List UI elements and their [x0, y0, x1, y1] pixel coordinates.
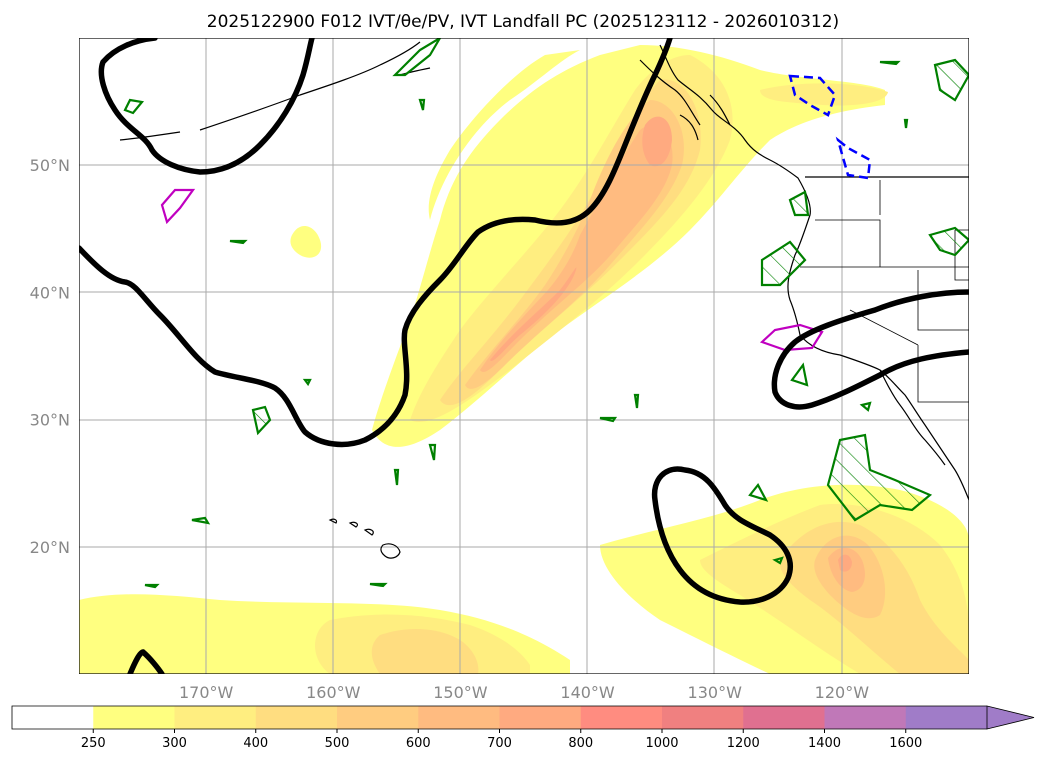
colorbar-segment — [499, 706, 582, 729]
pv-contour-socal — [790, 362, 809, 387]
pv-contour-small-7 — [369, 582, 388, 588]
pv-contour-bc — [933, 58, 969, 102]
colorbar-tick-label: 800 — [568, 736, 593, 751]
colorbar-segment — [662, 706, 744, 729]
pv-contour-small-12 — [879, 60, 901, 66]
pv-contour-central — [251, 405, 272, 436]
colorbar-tick-label: 600 — [406, 736, 431, 751]
lon-tick-label: 130°W — [688, 683, 743, 702]
thick-contour-south — [127, 649, 165, 674]
pv-contour-small-2 — [428, 443, 437, 461]
hawaii-big-island — [380, 543, 401, 559]
pv-contour-small-10 — [772, 556, 784, 565]
colorbar-tick-label: 400 — [243, 736, 268, 751]
blue-contour-canada-north — [788, 74, 837, 117]
thick-contour-main-trough — [79, 38, 673, 448]
pv-contour-small-6 — [229, 239, 248, 245]
pv-contour-small-5 — [633, 393, 640, 409]
magenta-contour-west — [160, 188, 196, 225]
lon-tick-label: 120°W — [815, 683, 870, 702]
lon-tick-label: 160°W — [306, 683, 361, 702]
longitude-labels: 170°W 160°W 150°W 140°W 130°W 120°W — [179, 683, 869, 702]
colorbar-tick-label: 1400 — [808, 736, 841, 751]
hawaii-islands — [328, 518, 374, 536]
thick-contour-california — [771, 289, 969, 410]
figure-title: 2025122900 F012 IVT/θe/PV, IVT Landfall … — [207, 12, 839, 32]
colorbar-tick-label: 250 — [81, 736, 106, 751]
colorbar-tick-label: 700 — [487, 736, 512, 751]
ivt-600 — [480, 124, 673, 372]
lon-tick-label: 170°W — [179, 683, 234, 702]
colorbar-segment — [174, 706, 257, 729]
colorbar-segment — [743, 706, 825, 729]
pv-contours — [123, 38, 969, 589]
colorbar-segment — [337, 706, 419, 729]
lon-tick-label: 150°W — [433, 683, 488, 702]
colorbar-tick-label: 300 — [162, 736, 187, 751]
pv-contour-small-3 — [393, 468, 400, 486]
lon-tick-label: 140°W — [560, 683, 615, 702]
lat-tick-label: 20°N — [30, 538, 70, 557]
map-area — [79, 38, 969, 674]
colorbar-segment — [12, 706, 94, 729]
ivt-400-south-band — [371, 628, 479, 674]
colorbar-segment — [418, 706, 500, 729]
colorbar-tick-label: 1200 — [727, 736, 760, 751]
pv-contour-small-14 — [903, 118, 909, 129]
pv-contour-small-13 — [859, 401, 872, 412]
theta-e-contours — [79, 38, 969, 674]
lat-tick-label: 50°N — [30, 156, 70, 175]
pv-contour-small-8 — [144, 583, 160, 589]
colorbar-extend-arrow — [986, 705, 1035, 730]
pv-contour-washington — [788, 190, 810, 217]
colorbar-segment — [905, 706, 988, 729]
pv-contour-small-11 — [418, 98, 426, 111]
baja-california — [879, 369, 946, 466]
lat-tick-label: 40°N — [30, 283, 70, 302]
colorbar-tick-label: 1000 — [645, 736, 678, 751]
colorbar-segment — [580, 706, 663, 729]
pv-contour-idaho — [928, 226, 969, 257]
pv-contour-nw — [123, 98, 145, 115]
pv-contour-oregon — [760, 240, 807, 287]
pv-contour-mid-pacific — [748, 483, 769, 502]
thick-contour-subtropical-loop — [651, 466, 793, 605]
pv-contour-mexico — [826, 433, 933, 522]
pv-contour-gulf-alaska — [392, 38, 441, 77]
colorbar-segment — [255, 706, 338, 729]
colorbar-tick-label: 500 — [325, 736, 350, 751]
pv-contour-small-4 — [599, 416, 618, 423]
ivt-blob-canada — [760, 83, 888, 106]
lat-tick-label: 30°N — [30, 411, 70, 430]
thick-contour-alaska — [98, 38, 315, 175]
colorbar-segment — [824, 706, 907, 729]
pv-contour-small-9 — [302, 378, 312, 387]
blue-dashed-contours — [788, 74, 872, 180]
colorbar: 250 300 400 500 600 700 800 1000 1200 1400 1600 — [11, 705, 1035, 751]
us-state-borders — [800, 180, 969, 403]
colorbar-segment — [93, 706, 175, 729]
southeast-alaska-islands — [639, 59, 731, 141]
ivt-700-south — [490, 267, 577, 361]
ivt-shading — [79, 45, 969, 674]
latitude-labels: 20°N 30°N 40°N 50°N — [30, 156, 70, 557]
colorbar-tick-label: 1600 — [889, 736, 922, 751]
blue-contour-canada-south — [835, 136, 872, 180]
pv-contour-small-1 — [191, 516, 211, 525]
ivt-700-north — [642, 116, 672, 167]
ivt-blob-west — [290, 225, 322, 258]
